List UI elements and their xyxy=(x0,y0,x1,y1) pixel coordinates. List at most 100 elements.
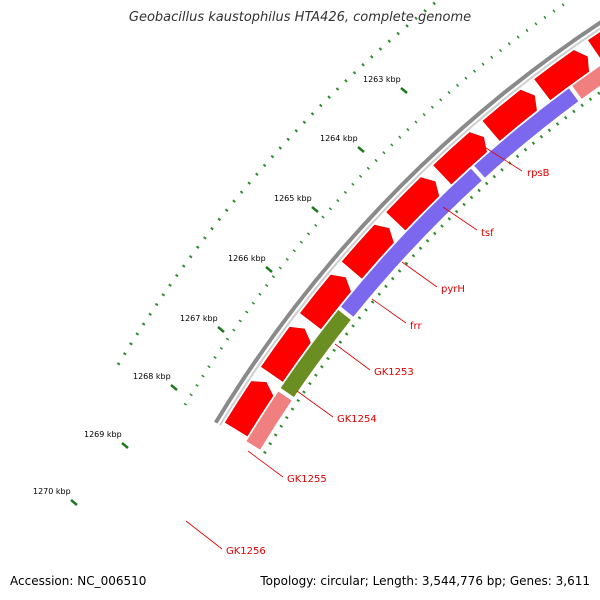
scale-dot xyxy=(285,257,289,261)
scale-dot xyxy=(563,115,568,120)
scale-dot xyxy=(161,293,166,297)
scale-dot xyxy=(292,249,296,253)
gene-leader-line xyxy=(296,390,334,418)
scale-dot xyxy=(358,174,363,178)
scale-dot xyxy=(258,292,262,296)
scale-dot xyxy=(555,122,560,126)
gene-leader-line xyxy=(401,261,438,288)
scale-dot xyxy=(135,332,140,336)
scale-dot xyxy=(302,120,307,125)
scale-dot xyxy=(455,83,460,88)
scale-dot xyxy=(396,31,400,36)
gene-label: frr xyxy=(410,321,422,332)
kbp-label: 1270 kbp xyxy=(33,487,71,496)
scale-dot xyxy=(352,70,357,75)
kbp-tick xyxy=(357,146,365,153)
gene-label: rpsB xyxy=(527,168,550,179)
scale-dot xyxy=(477,188,481,193)
gene-arrow xyxy=(299,274,351,330)
scale-dot xyxy=(278,146,283,150)
gene-leader-line xyxy=(185,520,223,550)
scale-dot xyxy=(588,97,593,102)
scale-dot xyxy=(286,137,291,142)
scale-ticks xyxy=(116,0,600,455)
scale-dot xyxy=(278,266,282,270)
scale-dot xyxy=(597,91,600,96)
gene-label: GK1254 xyxy=(337,414,377,425)
scale-dot xyxy=(552,9,556,13)
scale-dot xyxy=(507,42,511,46)
scale-dot xyxy=(321,215,325,219)
scale-dot xyxy=(207,365,211,369)
scale-dot xyxy=(580,103,584,108)
gene-label: pyrH xyxy=(441,284,465,295)
scale-dot xyxy=(344,332,349,336)
scale-dot xyxy=(398,135,402,139)
gene-arrow xyxy=(482,89,537,142)
scale-dot xyxy=(357,316,362,320)
scale-dot xyxy=(296,398,301,403)
gene-label: GK1255 xyxy=(287,474,327,485)
scale-dot xyxy=(447,90,451,95)
kbp-tick xyxy=(311,206,319,213)
scale-dot xyxy=(232,328,236,332)
gene-label: tsf xyxy=(481,228,494,239)
scale-dot xyxy=(462,202,466,207)
scale-dot xyxy=(390,143,394,147)
scale-dot xyxy=(255,172,259,177)
gene-arrow xyxy=(341,224,394,279)
scale-dot xyxy=(271,275,276,279)
scale-dot xyxy=(472,69,477,73)
gene-arrow xyxy=(534,50,590,101)
scale-dot xyxy=(319,103,323,108)
scale-dot xyxy=(481,62,485,66)
kbp-tick xyxy=(265,266,273,273)
scale-dot xyxy=(183,402,188,406)
scale-dot xyxy=(397,269,402,273)
scale-dot xyxy=(561,3,565,7)
scale-dot xyxy=(351,182,355,186)
scale-dot xyxy=(332,348,336,353)
gene-leader-line xyxy=(247,450,284,478)
kbp-tick xyxy=(70,499,78,506)
scale-dot xyxy=(225,337,230,341)
scale-dot xyxy=(268,442,273,446)
scale-dot xyxy=(490,55,494,59)
scale-dot xyxy=(273,433,278,437)
genome-stats-text: Topology: circular; Length: 3,544,776 bp… xyxy=(258,574,592,588)
scale-dot xyxy=(262,163,267,168)
scale-dot xyxy=(423,9,427,13)
scale-dot xyxy=(238,319,242,323)
scale-dot xyxy=(129,342,133,346)
scale-dot xyxy=(306,232,311,236)
gene-arrow xyxy=(224,381,274,437)
scale-dot xyxy=(447,217,452,221)
scale-dot xyxy=(239,190,244,194)
scale-dot xyxy=(516,35,520,39)
scale-dot xyxy=(515,154,520,159)
scale-dot xyxy=(335,87,340,91)
scale-dot xyxy=(534,22,538,26)
scale-dot xyxy=(116,362,121,366)
kbp-tick xyxy=(400,87,408,94)
scale-dot xyxy=(299,240,303,244)
scale-dot xyxy=(338,340,343,344)
scale-dot xyxy=(219,346,223,350)
scale-dot xyxy=(547,128,552,133)
scale-dot xyxy=(418,246,423,251)
gene-leader-line xyxy=(371,298,407,324)
scale-dot xyxy=(432,231,437,236)
scale-dot xyxy=(210,226,214,231)
scale-dot xyxy=(195,383,199,387)
inner-gene-track xyxy=(246,66,600,450)
kbp-tick xyxy=(121,442,129,449)
scale-dot xyxy=(314,373,318,377)
scale-dot xyxy=(351,324,355,328)
kbp-tick xyxy=(170,384,178,391)
kbp-tick xyxy=(217,326,225,333)
scale-dot xyxy=(492,174,497,179)
scale-dot xyxy=(265,283,269,287)
gene-arrow xyxy=(386,177,440,231)
gene-block xyxy=(280,309,351,398)
scale-dot xyxy=(454,209,459,214)
